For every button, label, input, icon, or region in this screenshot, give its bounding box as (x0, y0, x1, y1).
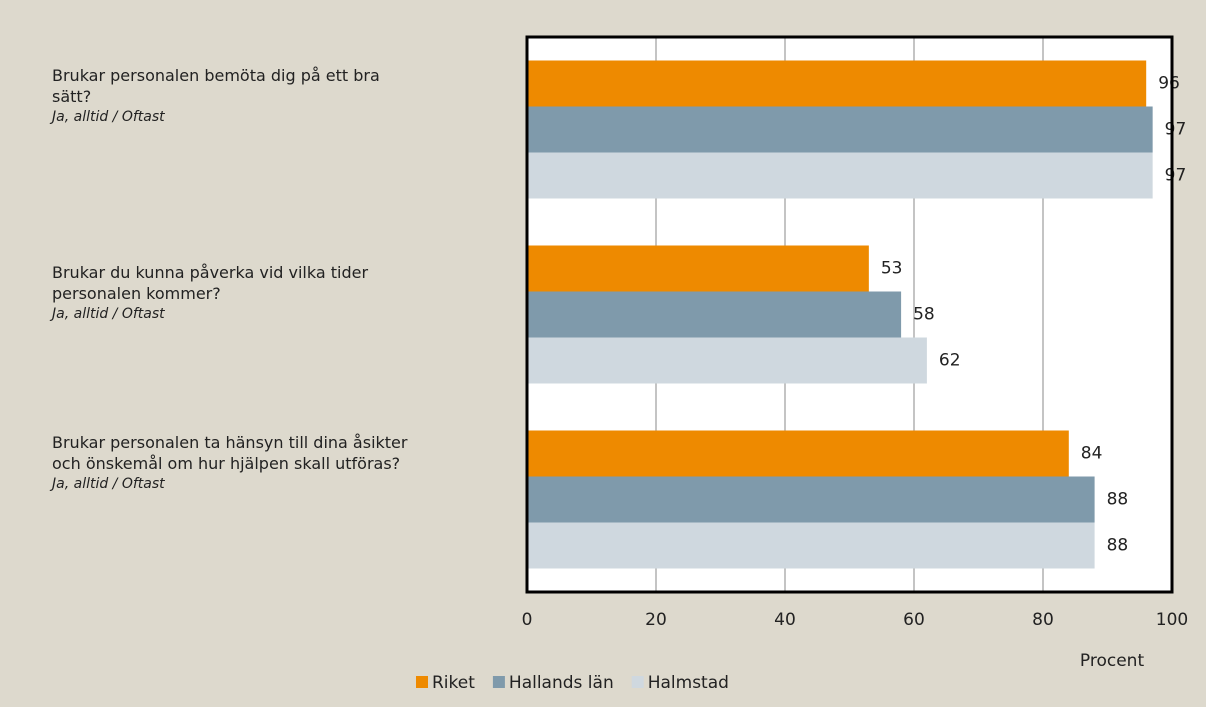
bar (527, 522, 1095, 569)
x-tick-label: 40 (774, 610, 796, 630)
data-label: 96 (1158, 74, 1180, 94)
bar (527, 245, 869, 292)
data-label: 88 (1107, 536, 1129, 556)
data-label: 53 (881, 259, 903, 279)
legend-swatch (631, 676, 644, 688)
category-label: Brukar du kunna påverka vid vilka tider … (52, 262, 417, 324)
category-question: Brukar du kunna påverka vid vilka tider … (52, 263, 369, 303)
category-subtitle: Ja, alltid / Oftast (52, 306, 165, 322)
data-label: 84 (1081, 444, 1103, 464)
x-tick-label: 100 (1156, 610, 1188, 630)
bar (527, 430, 1069, 477)
legend-label: Hallands län (509, 673, 614, 693)
data-label: 97 (1165, 166, 1187, 186)
x-axis-label: Procent (1080, 651, 1145, 671)
x-tick-label: 60 (903, 610, 925, 630)
category-question: Brukar personalen bemöta dig på ett bra … (52, 66, 380, 106)
data-label: 97 (1165, 120, 1187, 140)
legend-label: Riket (432, 673, 475, 693)
x-tick-label: 80 (1032, 610, 1054, 630)
legend-swatch (492, 676, 505, 688)
bar (527, 60, 1147, 107)
category-label: Brukar personalen bemöta dig på ett bra … (52, 65, 417, 127)
category-label: Brukar personalen ta hänsyn till dina ås… (52, 432, 417, 494)
data-label: 58 (913, 305, 935, 325)
legend-label: Halmstad (648, 673, 729, 693)
category-subtitle: Ja, alltid / Oftast (52, 476, 165, 492)
bar (527, 152, 1153, 199)
bar (527, 337, 927, 384)
bar (527, 291, 902, 338)
bar (527, 106, 1153, 153)
category-subtitle: Ja, alltid / Oftast (52, 109, 165, 125)
data-label: 88 (1107, 490, 1129, 510)
x-tick-label: 0 (522, 610, 533, 630)
plot-border (525, 35, 1174, 594)
bar (527, 476, 1095, 523)
data-label: 62 (939, 351, 961, 371)
category-question: Brukar personalen ta hänsyn till dina ås… (52, 433, 408, 473)
x-tick-label: 20 (645, 610, 667, 630)
legend-swatch (416, 676, 428, 688)
